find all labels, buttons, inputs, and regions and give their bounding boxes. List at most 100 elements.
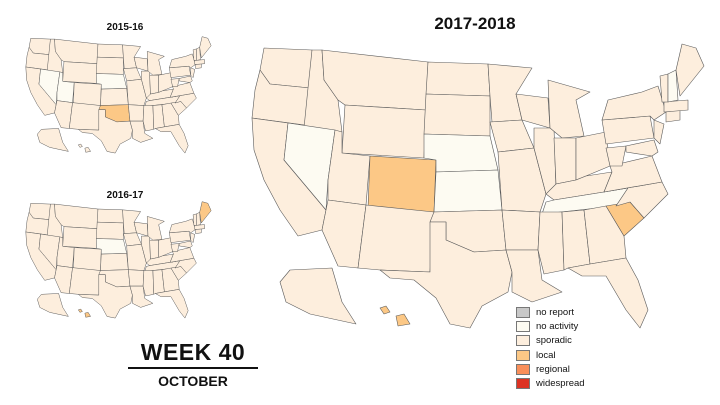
legend-item: no activity bbox=[516, 319, 626, 333]
legend-label: sporadic bbox=[536, 335, 572, 347]
state-fl bbox=[567, 257, 649, 329]
state-md bbox=[625, 139, 659, 157]
state-tx bbox=[379, 221, 513, 329]
state-me bbox=[675, 43, 705, 97]
state-ia bbox=[123, 67, 142, 82]
state-nm bbox=[69, 267, 101, 296]
state-wv bbox=[170, 243, 180, 252]
states-group bbox=[25, 36, 212, 154]
state-wy bbox=[341, 104, 427, 159]
state-ut bbox=[56, 71, 75, 103]
state-wv bbox=[170, 78, 180, 87]
state-oh bbox=[158, 72, 173, 93]
state-oh bbox=[158, 237, 173, 258]
state-ks bbox=[100, 88, 129, 106]
state-ny bbox=[601, 85, 667, 121]
state-md bbox=[178, 240, 193, 248]
state-mi bbox=[146, 216, 165, 241]
state-ar bbox=[128, 104, 145, 122]
state-nm bbox=[69, 102, 101, 131]
state-nd bbox=[425, 61, 491, 97]
us-flu-map-2015-16 bbox=[25, 36, 212, 154]
state-mi bbox=[547, 79, 591, 139]
state-nh bbox=[196, 212, 201, 226]
state-fl bbox=[155, 289, 189, 319]
state-pa bbox=[169, 65, 191, 78]
legend-swatch bbox=[516, 320, 530, 332]
state-ut bbox=[56, 236, 75, 268]
state-nd bbox=[96, 208, 124, 224]
state-ma bbox=[194, 224, 205, 230]
season-title-2017-2018: 2017-2018 bbox=[434, 14, 516, 33]
state-wy bbox=[62, 226, 98, 249]
month-label: OCTOBER bbox=[158, 373, 228, 389]
state-nc bbox=[169, 92, 197, 109]
legend-item: widespread bbox=[516, 376, 626, 390]
state-ms bbox=[142, 270, 154, 297]
states-group bbox=[251, 43, 705, 329]
state-ma bbox=[663, 99, 689, 113]
legend-label: regional bbox=[536, 363, 570, 375]
state-nc bbox=[603, 181, 669, 219]
state-mo bbox=[126, 244, 147, 271]
state-md bbox=[178, 75, 193, 83]
state-tx bbox=[78, 109, 133, 154]
state-co bbox=[367, 155, 437, 213]
state-fl bbox=[155, 124, 189, 154]
legend-label: no activity bbox=[536, 320, 579, 332]
state-co bbox=[73, 82, 102, 106]
legend: no report no activity sporadic local reg… bbox=[516, 305, 626, 391]
state-nm bbox=[357, 204, 435, 273]
legend-swatch bbox=[516, 363, 530, 375]
state-wy bbox=[62, 61, 98, 84]
state-ks bbox=[100, 253, 129, 271]
states-group bbox=[25, 201, 212, 319]
state-me bbox=[199, 201, 212, 224]
state-ga bbox=[583, 205, 627, 265]
state-hi bbox=[78, 143, 91, 153]
state-ny bbox=[169, 53, 196, 69]
legend-item: local bbox=[516, 348, 626, 362]
state-oh bbox=[575, 131, 611, 181]
state-vt bbox=[192, 48, 197, 61]
legend-item: sporadic bbox=[516, 334, 626, 348]
state-hi bbox=[78, 308, 91, 318]
legend-swatch bbox=[516, 306, 530, 318]
state-ak bbox=[37, 128, 69, 152]
state-in bbox=[149, 239, 159, 260]
legend-swatch bbox=[516, 349, 530, 361]
legend-label: no report bbox=[536, 306, 575, 318]
state-nh bbox=[196, 47, 201, 61]
state-mo bbox=[497, 147, 547, 213]
state-in bbox=[149, 74, 159, 95]
state-nc bbox=[169, 257, 197, 274]
state-ks bbox=[433, 169, 503, 213]
state-la bbox=[505, 249, 563, 303]
state-nj bbox=[190, 232, 195, 243]
state-co bbox=[73, 247, 102, 271]
legend-label: widespread bbox=[536, 378, 585, 390]
state-sd bbox=[96, 221, 124, 240]
state-pa bbox=[169, 230, 191, 243]
state-vt bbox=[192, 213, 197, 226]
state-nv bbox=[38, 68, 61, 105]
state-nj bbox=[653, 119, 665, 145]
state-ga bbox=[161, 102, 180, 128]
state-nh bbox=[667, 69, 679, 103]
legend-swatch bbox=[516, 335, 530, 347]
state-ar bbox=[501, 209, 541, 251]
legend-swatch bbox=[516, 378, 530, 390]
state-pa bbox=[601, 115, 655, 145]
state-ak bbox=[37, 293, 69, 317]
state-nv bbox=[283, 122, 336, 211]
season-title-2016-17: 2016-17 bbox=[106, 190, 144, 201]
legend-item: no report bbox=[516, 305, 626, 319]
us-flu-map-2017-2018 bbox=[251, 43, 705, 329]
state-ny bbox=[169, 218, 196, 234]
state-tx bbox=[78, 274, 133, 319]
state-ak bbox=[279, 267, 357, 325]
state-sd bbox=[423, 93, 491, 137]
state-ms bbox=[142, 105, 154, 132]
state-nj bbox=[190, 67, 195, 78]
legend-item: regional bbox=[516, 362, 626, 376]
